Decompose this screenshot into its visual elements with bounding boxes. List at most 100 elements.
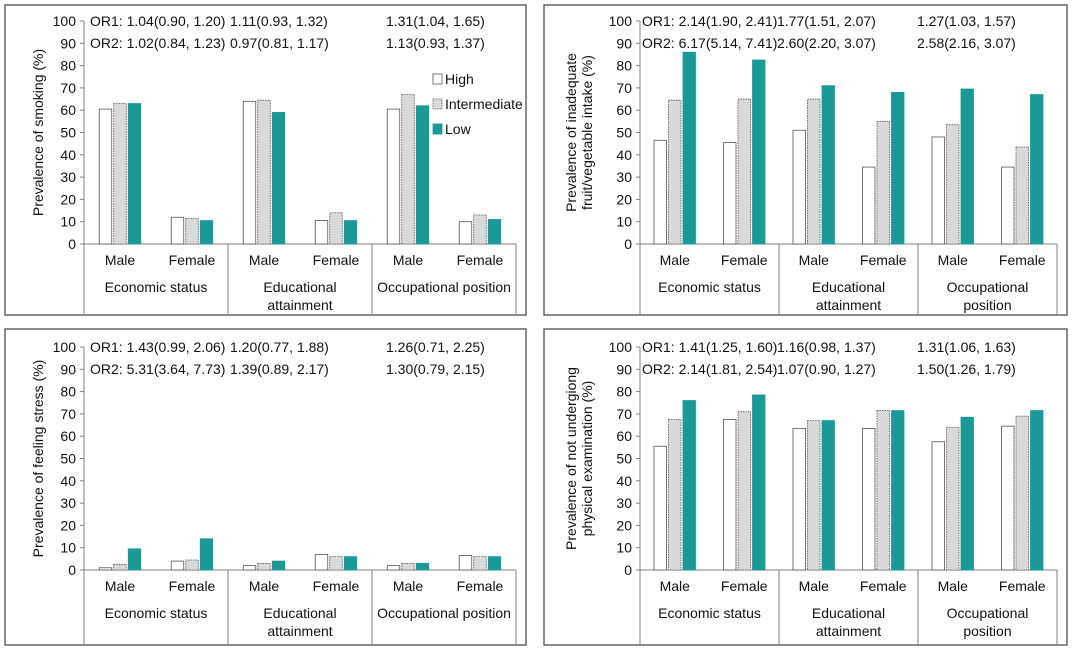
legend-swatch-low	[432, 123, 443, 135]
y-tick-label: 20	[60, 517, 76, 533]
panel-border	[4, 328, 527, 646]
or-value: 1.50(1.26, 1.79)	[917, 361, 1016, 377]
bar-intermediate-male	[401, 94, 415, 245]
bar-intermediate-male	[401, 562, 415, 571]
or-value: 1.04(0.90, 1.20)	[127, 13, 226, 29]
bar-high-male	[653, 139, 667, 245]
y-tick-label: 0	[624, 236, 632, 252]
x-group-label: Educational attainment	[263, 279, 336, 313]
y-axis-title: Prevalence of inadequatefruit/vegetable …	[563, 53, 595, 212]
or-value: 2.14(1.90, 2.41)	[679, 13, 778, 29]
or-value: 0.97(0.81, 1.17)	[230, 35, 329, 51]
or-annotation: 1.77(1.51, 2.07)	[777, 13, 876, 29]
x-subgroup-label: Female	[721, 578, 768, 594]
chart-panel-2: 0 10 20 30 40 50 60 70 80 90 100 Prevalence of inad…	[543, 4, 1068, 316]
x-group-label: Occupational position	[947, 279, 1029, 313]
x-subgroup-label: Female	[169, 252, 216, 268]
y-axis-title-line: physical examination (%)	[579, 381, 595, 537]
x-group-label-line: Economic status	[105, 605, 208, 621]
x-subgroup-label: Female	[999, 578, 1046, 594]
y-tick-label: 80	[616, 58, 632, 74]
x-subgroup-label: Male	[799, 578, 830, 594]
x-group-label-line: Educational	[263, 279, 336, 295]
x-subgroup-label: Male	[105, 578, 136, 594]
y-tick-label: 50	[60, 451, 76, 467]
bar-high-male	[792, 427, 806, 571]
y-tick-label: 10	[60, 214, 76, 230]
y-tick-label: 50	[60, 125, 76, 141]
bar-high-female	[314, 220, 329, 245]
bar-low-male	[127, 103, 142, 245]
or-value: 1.27(1.03, 1.57)	[917, 13, 1016, 29]
x-group-label: Occupational position	[947, 605, 1029, 639]
bar-high-male	[386, 108, 401, 245]
or-prefix: OR1:	[642, 13, 679, 29]
or-value: 1.77(1.51, 2.07)	[777, 13, 876, 29]
bar-high-male	[792, 129, 806, 245]
bar-high-female	[723, 419, 737, 571]
y-tick-label: 90	[60, 361, 76, 377]
x-group-label-line: Occupational position	[377, 605, 511, 621]
bar-intermediate-male	[807, 420, 821, 571]
x-group-label-line: Occupational position	[377, 279, 511, 295]
bar-high-male	[931, 441, 945, 571]
or-value: 1.02(0.84, 1.23)	[127, 35, 226, 51]
or-prefix: OR1:	[642, 339, 679, 355]
x-group-label: Educational attainment	[812, 605, 885, 639]
x-group-label: Economic status	[658, 605, 761, 621]
bar-low-male	[682, 51, 696, 245]
or-annotation: 1.20(0.77, 1.88)	[230, 339, 329, 355]
legend-label: High	[445, 71, 474, 87]
y-tick-label: 10	[616, 540, 632, 556]
or-prefix: OR2:	[90, 361, 127, 377]
bar-low-male	[271, 112, 286, 245]
x-subgroup-label: Male	[393, 252, 424, 268]
x-subgroup-label: Male	[393, 578, 424, 594]
chart-panel-3: 0 10 20 30 40 50 60 70 80 90 100 Prevalence of feel…	[4, 328, 527, 646]
bar-low-male	[821, 420, 835, 571]
bar-low-female	[199, 538, 214, 571]
bar-low-male	[682, 400, 696, 571]
x-group-label-line: attainment	[267, 623, 332, 639]
panel-border	[543, 4, 1068, 316]
or-annotation: 1.30(0.79, 2.15)	[386, 361, 485, 377]
x-group-label-line: Occupational	[947, 605, 1029, 621]
bar-low-male	[821, 85, 835, 245]
or-annotation: OR1: 1.41(1.25, 1.60)	[642, 339, 777, 355]
y-tick-label: 20	[616, 517, 632, 533]
bar-intermediate-female	[329, 556, 343, 571]
or-prefix: OR2:	[90, 35, 127, 51]
x-group-label: Educational attainment	[812, 279, 885, 313]
or-value: 1.16(0.98, 1.37)	[777, 339, 876, 355]
y-axis-title-line: Prevalence of smoking (%)	[30, 49, 46, 216]
bar-intermediate-male	[113, 103, 127, 245]
x-group-label-line: Educational	[263, 605, 336, 621]
y-tick-label: 60	[616, 428, 632, 444]
y-tick-label: 60	[60, 102, 76, 118]
x-group-label: Occupational position	[377, 605, 511, 621]
x-group-label: Occupational position	[377, 279, 511, 295]
y-tick-label: 40	[616, 147, 632, 163]
bar-low-male	[127, 548, 142, 571]
or-value: 1.41(1.25, 1.60)	[679, 339, 778, 355]
bar-high-female	[723, 142, 737, 245]
x-subgroup-label: Male	[660, 578, 691, 594]
bar-high-female	[1001, 166, 1015, 245]
y-tick-label: 80	[616, 384, 632, 400]
y-tick-label: 80	[60, 384, 76, 400]
bar-high-female	[314, 553, 329, 571]
x-group-label: Economic status	[105, 279, 208, 295]
bar-low-male	[960, 416, 974, 571]
or-prefix: OR1:	[90, 13, 127, 29]
or-annotation: 1.11(0.93, 1.32)	[230, 13, 328, 29]
or-value: 2.58(2.16, 3.07)	[917, 35, 1016, 51]
y-tick-label: 90	[60, 35, 76, 51]
or-annotation: OR2: 2.14(1.81, 2.54)	[642, 361, 777, 377]
x-subgroup-label: Male	[105, 252, 136, 268]
bar-high-male	[98, 567, 113, 571]
bar-intermediate-male	[257, 99, 271, 245]
or-value: 5.31(3.64, 7.73)	[127, 361, 226, 377]
bar-intermediate-female	[876, 120, 890, 245]
x-group-label-line: attainment	[816, 623, 881, 639]
